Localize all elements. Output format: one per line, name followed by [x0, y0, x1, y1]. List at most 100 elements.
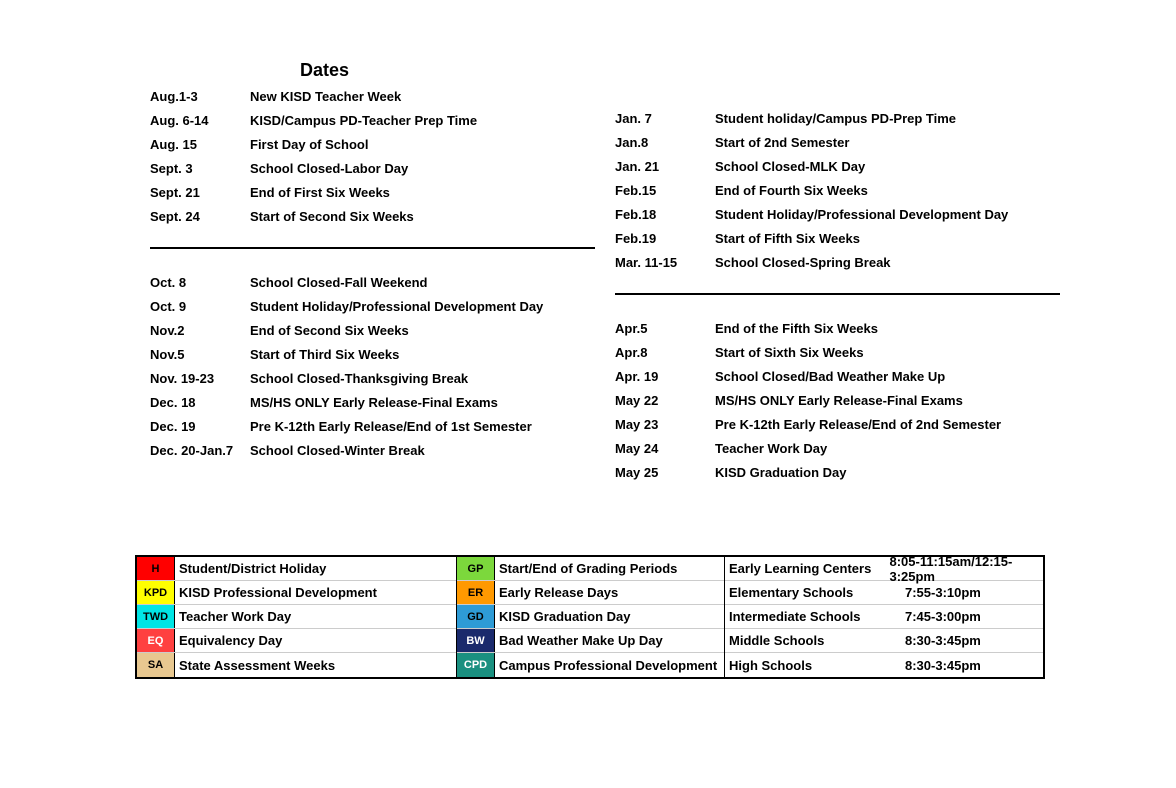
legend-row: TWDTeacher Work Day [137, 605, 456, 629]
school-hours: 8:30-3:45pm [905, 633, 981, 648]
date-text: School Closed-Spring Break [715, 251, 891, 275]
legend-desc: Start/End of Grading Periods [495, 557, 677, 580]
date-row: May 25KISD Graduation Day [615, 461, 1060, 485]
school-hours: 8:05-11:15am/12:15-3:25pm [889, 554, 1043, 584]
date-text: Start of Third Six Weeks [250, 343, 399, 367]
dates-grid: Aug.1-3New KISD Teacher WeekAug. 6-14KIS… [150, 85, 1060, 485]
legend-column-1: HStudent/District HolidayKPDKISD Profess… [137, 557, 457, 677]
legend-desc: Campus Professional Development [495, 653, 717, 677]
legend-desc: Early Release Days [495, 581, 618, 604]
date-text: Pre K-12th Early Release/End of 1st Seme… [250, 415, 532, 439]
legend-desc: Teacher Work Day [175, 605, 291, 628]
date-row: Aug. 6-14KISD/Campus PD-Teacher Prep Tim… [150, 109, 595, 133]
date-text: Start of Fifth Six Weeks [715, 227, 860, 251]
date-text: Student Holiday/Professional Development… [715, 203, 1008, 227]
date-row: Aug.1-3New KISD Teacher Week [150, 85, 595, 109]
legend-table: HStudent/District HolidayKPDKISD Profess… [135, 555, 1045, 679]
date-row: Dec. 18MS/HS ONLY Early Release-Final Ex… [150, 391, 595, 415]
date-text: MS/HS ONLY Early Release-Final Exams [250, 391, 498, 415]
date-text: First Day of School [250, 133, 368, 157]
date-row: Sept. 24Start of Second Six Weeks [150, 205, 595, 229]
date-row: Feb.15End of Fourth Six Weeks [615, 179, 1060, 203]
date-cell: Aug.1-3 [150, 85, 250, 109]
date-cell: Apr.5 [615, 317, 715, 341]
date-text: KISD Graduation Day [715, 461, 846, 485]
date-row: Aug. 15First Day of School [150, 133, 595, 157]
legend-code: GP [457, 557, 495, 580]
legend-row: KPDKISD Professional Development [137, 581, 456, 605]
legend-code: EQ [137, 629, 175, 652]
date-text: New KISD Teacher Week [250, 85, 401, 109]
school-name: Elementary Schools [725, 585, 905, 600]
school-hours: 7:55-3:10pm [905, 585, 981, 600]
date-row: Apr.8Start of Sixth Six Weeks [615, 341, 1060, 365]
date-text: Teacher Work Day [715, 437, 827, 461]
legend-code: H [137, 557, 175, 580]
date-cell: Sept. 24 [150, 205, 250, 229]
date-cell: Apr.8 [615, 341, 715, 365]
legend-code: TWD [137, 605, 175, 628]
date-cell: Jan. 21 [615, 155, 715, 179]
legend-desc: KISD Professional Development [175, 581, 377, 604]
date-text: KISD/Campus PD-Teacher Prep Time [250, 109, 477, 133]
date-row: Sept. 3School Closed-Labor Day [150, 157, 595, 181]
legend-code: ER [457, 581, 495, 604]
date-text: Student Holiday/Professional Development… [250, 295, 543, 319]
school-name: Early Learning Centers [725, 561, 889, 576]
date-row: May 23Pre K-12th Early Release/End of 2n… [615, 413, 1060, 437]
date-text: School Closed-Winter Break [250, 439, 425, 463]
legend-row: GPStart/End of Grading Periods [457, 557, 724, 581]
legend-code: SA [137, 653, 175, 677]
date-cell: Aug. 15 [150, 133, 250, 157]
date-cell: Dec. 18 [150, 391, 250, 415]
school-hours-column: Early Learning Centers8:05-11:15am/12:15… [725, 557, 1043, 677]
legend-code: GD [457, 605, 495, 628]
date-cell: Nov. 19-23 [150, 367, 250, 391]
legend-desc: State Assessment Weeks [175, 653, 335, 677]
date-text: Start of 2nd Semester [715, 131, 849, 155]
date-row: Jan. 21School Closed-MLK Day [615, 155, 1060, 179]
date-row: Feb.19Start of Fifth Six Weeks [615, 227, 1060, 251]
school-hours: 8:30-3:45pm [905, 658, 981, 673]
date-cell: Feb.15 [615, 179, 715, 203]
date-row: Jan. 7Student holiday/Campus PD-Prep Tim… [615, 107, 1060, 131]
page-title: Dates [300, 60, 349, 81]
date-row: Apr. 19School Closed/Bad Weather Make Up [615, 365, 1060, 389]
date-text: School Closed/Bad Weather Make Up [715, 365, 945, 389]
date-row: Jan.8Start of 2nd Semester [615, 131, 1060, 155]
legend-row: EQEquivalency Day [137, 629, 456, 653]
legend-code: CPD [457, 653, 495, 677]
date-row: May 24Teacher Work Day [615, 437, 1060, 461]
date-text: Pre K-12th Early Release/End of 2nd Seme… [715, 413, 1001, 437]
legend-row: EREarly Release Days [457, 581, 724, 605]
legend-row: SAState Assessment Weeks [137, 653, 456, 677]
date-text: Start of Sixth Six Weeks [715, 341, 864, 365]
date-text: School Closed-Thanksgiving Break [250, 367, 468, 391]
school-row: Middle Schools8:30-3:45pm [725, 629, 1043, 653]
date-cell: Dec. 20-Jan.7 [150, 439, 250, 463]
dates-block-1: Aug.1-3New KISD Teacher WeekAug. 6-14KIS… [150, 85, 595, 229]
school-row: Intermediate Schools7:45-3:00pm [725, 605, 1043, 629]
date-text: Student holiday/Campus PD-Prep Time [715, 107, 956, 131]
legend-row: CPDCampus Professional Development [457, 653, 724, 677]
date-text: School Closed-MLK Day [715, 155, 865, 179]
school-name: Intermediate Schools [725, 609, 905, 624]
date-text: Start of Second Six Weeks [250, 205, 414, 229]
date-cell: Sept. 3 [150, 157, 250, 181]
date-text: End of the Fifth Six Weeks [715, 317, 878, 341]
date-cell: Oct. 8 [150, 271, 250, 295]
date-cell: Aug. 6-14 [150, 109, 250, 133]
date-text: End of First Six Weeks [250, 181, 390, 205]
date-cell: May 24 [615, 437, 715, 461]
date-row: Feb.18Student Holiday/Professional Devel… [615, 203, 1060, 227]
school-hours: 7:45-3:00pm [905, 609, 981, 624]
school-row: Elementary Schools7:55-3:10pm [725, 581, 1043, 605]
date-row: Oct. 8School Closed-Fall Weekend [150, 271, 595, 295]
legend-desc: Student/District Holiday [175, 557, 326, 580]
date-cell: Jan.8 [615, 131, 715, 155]
date-cell: Mar. 11-15 [615, 251, 715, 275]
date-cell: Feb.18 [615, 203, 715, 227]
legend-column-2: GPStart/End of Grading PeriodsEREarly Re… [457, 557, 725, 677]
date-row: Dec. 20-Jan.7School Closed-Winter Break [150, 439, 595, 463]
school-name: High Schools [725, 658, 905, 673]
